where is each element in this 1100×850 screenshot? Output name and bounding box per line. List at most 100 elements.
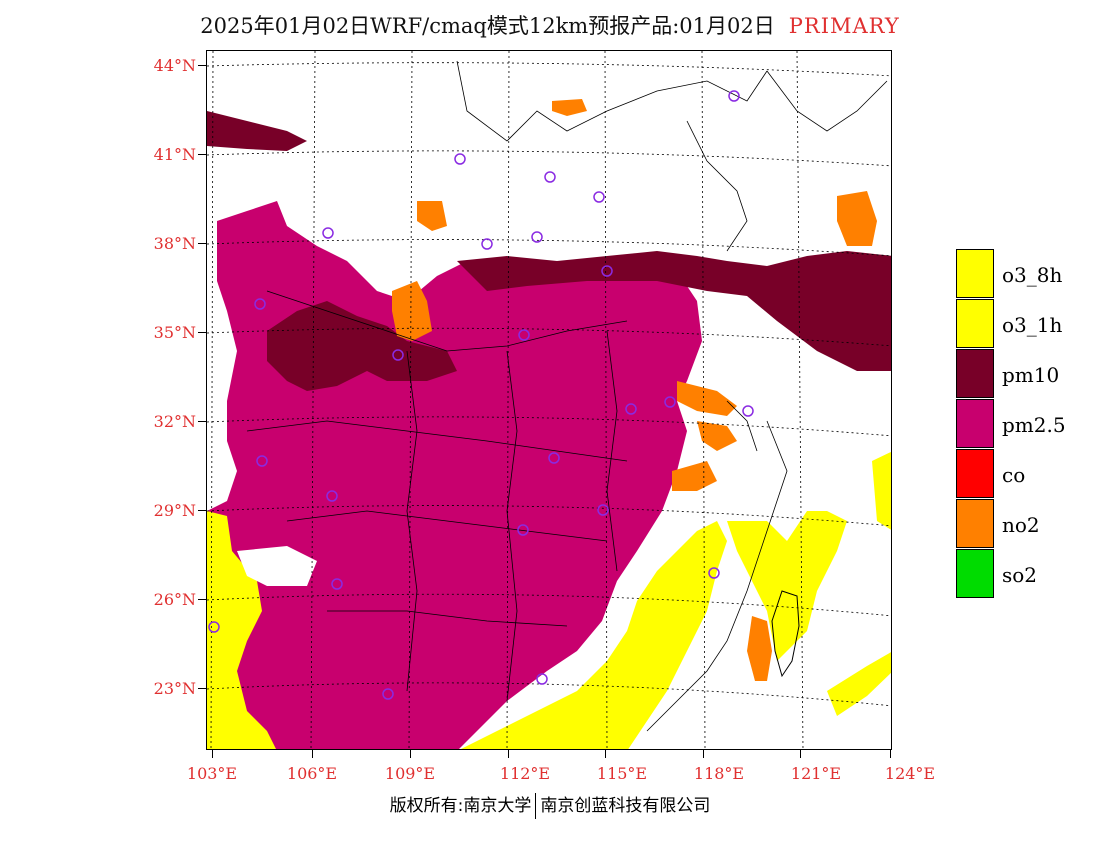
lat-label-26: 26°N: [153, 590, 196, 609]
legend-label: o3_1h: [1002, 313, 1063, 337]
lat-tick: [198, 154, 206, 155]
no2-patch: [837, 191, 877, 246]
lat-tick: [198, 599, 206, 600]
lon-tick: [410, 750, 411, 758]
taiwan-outline: [771, 590, 800, 678]
legend-item-o3-1h: o3_1h: [956, 299, 1076, 349]
lon-label-121: 121°E: [790, 764, 842, 783]
site-marker: [208, 621, 220, 633]
site-marker: [322, 227, 334, 239]
map-canvas[interactable]: [206, 50, 892, 750]
site-marker: [664, 396, 676, 408]
site-marker: [256, 455, 268, 467]
lat-label-23: 23°N: [153, 679, 196, 698]
legend-item-so2: so2: [956, 549, 1076, 599]
legend-swatch: [956, 499, 994, 548]
site-marker: [593, 191, 605, 203]
no2-patch: [417, 201, 447, 231]
lon-label-103: 103°E: [186, 764, 238, 783]
legend-item-co: co: [956, 449, 1076, 499]
site-marker: [531, 231, 543, 243]
o3-east: [827, 652, 891, 716]
lon-label-112: 112°E: [499, 764, 551, 783]
lon-label-124: 124°E: [884, 764, 936, 783]
site-marker: [625, 403, 637, 415]
lat-tick: [198, 65, 206, 66]
lon-tick: [890, 750, 891, 758]
lon-label-118: 118°E: [693, 764, 745, 783]
lat-label-29: 29°N: [153, 501, 196, 520]
legend-swatch: [956, 349, 994, 398]
no2-patch: [552, 99, 587, 116]
site-marker: [536, 673, 548, 685]
lat-tick: [198, 688, 206, 689]
o3-coastal: [727, 511, 847, 661]
lat-label-32: 32°N: [153, 412, 196, 431]
lat-label-41: 41°N: [153, 145, 196, 164]
site-marker: [597, 504, 609, 516]
copyright-footer: 版权所有:南京大学 南京创蓝科技有限公司: [0, 791, 1100, 819]
primary-tag: PRIMARY: [788, 14, 900, 38]
province-borders: [246, 60, 888, 732]
legend-item-pm10: pm10: [956, 349, 1076, 399]
title-text: 2025年01月02日WRF/cmaq模式12km预报产品:01月02日: [200, 14, 775, 38]
site-marker: [544, 171, 556, 183]
legend-label: no2: [1002, 513, 1040, 537]
pm10-north-band: [457, 251, 891, 371]
legend-label: pm2.5: [1002, 413, 1066, 437]
lon-label-106: 106°E: [286, 764, 338, 783]
no2-patch: [697, 421, 737, 451]
site-marker: [326, 490, 338, 502]
site-marker: [454, 153, 466, 165]
legend-label: so2: [1002, 563, 1038, 587]
pollutant-map: [207, 51, 891, 749]
site-marker: [601, 265, 613, 277]
site-marker: [728, 90, 740, 102]
site-marker: [518, 329, 530, 341]
lat-label-38: 38°N: [153, 234, 196, 253]
site-marker: [254, 298, 266, 310]
legend-item-o3-8h: o3_8h: [956, 249, 1076, 299]
lon-tick: [703, 750, 704, 758]
lat-tick: [198, 510, 206, 511]
no2-patch: [677, 381, 737, 416]
legend-item-no2: no2: [956, 499, 1076, 549]
site-marker: [481, 238, 493, 250]
no2-patch: [672, 461, 717, 491]
lon-tick: [212, 750, 213, 758]
no2-patch: [392, 281, 432, 341]
site-marker: [708, 567, 720, 579]
legend-label: pm10: [1002, 363, 1060, 387]
legend-swatch: [956, 299, 994, 348]
no2-patch: [747, 616, 772, 681]
lon-tick: [508, 750, 509, 758]
o3-east: [872, 451, 891, 530]
o3-coastal: [461, 521, 727, 749]
legend-label: o3_8h: [1002, 263, 1063, 287]
site-marker: [548, 452, 560, 464]
lat-label-35: 35°N: [153, 323, 196, 342]
site-marker: [382, 688, 394, 700]
legend-swatch: [956, 399, 994, 448]
pm10-northwest: [207, 111, 307, 151]
site-markers: [208, 90, 754, 700]
lon-tick: [605, 750, 606, 758]
map-title: 2025年01月02日WRF/cmaq模式12km预报产品:01月02日 PRIM…: [0, 10, 1100, 40]
lat-tick: [198, 243, 206, 244]
legend-swatch: [956, 249, 994, 298]
site-marker: [517, 524, 529, 536]
legend-item-pm25: pm2.5: [956, 399, 1076, 449]
copyright-right: 南京创蓝科技有限公司: [540, 796, 711, 816]
lat-label-44: 44°N: [153, 56, 196, 75]
clear-area: [237, 546, 317, 586]
copyright-left: 版权所有:南京大学: [389, 796, 532, 816]
legend-swatch: [956, 549, 994, 598]
site-marker: [331, 578, 343, 590]
site-marker: [392, 349, 404, 361]
lon-label-109: 109°E: [384, 764, 436, 783]
site-marker: [742, 405, 754, 417]
graticule: [207, 51, 891, 749]
lat-tick: [198, 421, 206, 422]
o3-southwest: [207, 511, 276, 749]
legend-swatch: [956, 449, 994, 498]
